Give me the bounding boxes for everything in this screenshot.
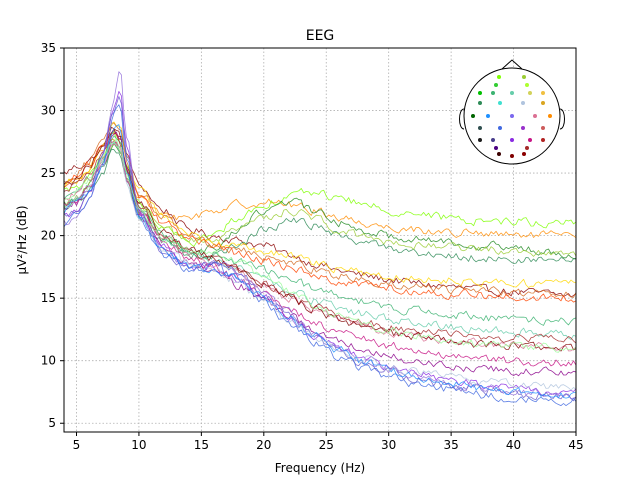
- sensor-dot: [478, 126, 482, 130]
- sensor-dot: [491, 91, 495, 95]
- psd-series-line: [64, 128, 576, 352]
- psd-series-line: [64, 139, 576, 257]
- sensor-dot: [510, 114, 514, 118]
- psd-series-line: [64, 141, 576, 367]
- sensor-dot: [497, 75, 501, 79]
- sensor-dot: [510, 138, 514, 142]
- psd-series-line: [64, 148, 576, 264]
- x-tick-label: 40: [506, 438, 521, 452]
- psd-series-line: [64, 132, 576, 303]
- psd-series-line: [64, 138, 576, 353]
- psd-series-line: [64, 122, 576, 298]
- x-tick-label: 35: [443, 438, 458, 452]
- sensor-dot: [486, 114, 490, 118]
- sensor-dot: [533, 114, 537, 118]
- y-tick-label: 5: [48, 416, 56, 430]
- x-axis-ticks: 5 10 15 20 25 30 35 40 45: [73, 432, 584, 452]
- y-tick-label: 25: [41, 166, 56, 180]
- sensor-location-inset: [459, 59, 565, 165]
- sensor-dot: [528, 138, 532, 142]
- sensor-dot: [497, 152, 501, 156]
- psd-series-line: [64, 104, 576, 407]
- sensor-dot: [521, 126, 525, 130]
- head-nose: [501, 59, 523, 70]
- sensor-dot: [510, 91, 514, 95]
- head-right-ear: [559, 108, 565, 130]
- sensor-dot: [510, 154, 514, 158]
- sensor-dot: [521, 101, 525, 105]
- y-tick-label: 15: [41, 291, 56, 305]
- sensor-dot: [498, 101, 502, 105]
- psd-series-line: [64, 138, 576, 239]
- x-tick-label: 15: [194, 438, 209, 452]
- x-tick-label: 45: [568, 438, 583, 452]
- head-left-ear: [459, 108, 465, 130]
- sensor-dot: [548, 114, 552, 118]
- sensor-dot: [478, 91, 482, 95]
- x-tick-label: 30: [381, 438, 396, 452]
- y-axis-ticks: 5 10 15 20 25 30 35: [41, 41, 64, 430]
- psd-series-line: [64, 121, 576, 288]
- sensor-dot: [491, 138, 495, 142]
- psd-series-line: [64, 143, 576, 260]
- sensor-dot: [541, 126, 545, 130]
- x-axis-label: Frequency (Hz): [275, 461, 366, 475]
- sensor-dot: [494, 146, 498, 150]
- psd-series-line: [64, 140, 576, 391]
- y-tick-label: 30: [41, 104, 56, 118]
- sensor-dot: [478, 138, 482, 142]
- y-tick-label: 35: [41, 41, 56, 55]
- sensor-dot: [541, 91, 545, 95]
- sensor-dot: [525, 146, 529, 150]
- sensor-dot: [522, 75, 526, 79]
- sensor-dot: [528, 91, 532, 95]
- x-tick-label: 10: [131, 438, 146, 452]
- sensor-dot: [522, 152, 526, 156]
- sensor-dot: [471, 114, 475, 118]
- plot-frame: [63, 47, 577, 433]
- psd-series-line: [64, 143, 576, 352]
- sensor-dot: [541, 138, 545, 142]
- psd-series-line: [64, 129, 576, 344]
- y-axis-label: µV²/Hz (dB): [15, 205, 29, 274]
- x-tick-label: 20: [256, 438, 271, 452]
- y-tick-label: 20: [41, 229, 56, 243]
- psd-series-line: [64, 135, 576, 326]
- chart-title: EEG: [306, 28, 335, 44]
- sensor-dot: [478, 101, 482, 105]
- sensor-dot: [525, 83, 529, 87]
- sensor-dot: [541, 101, 545, 105]
- x-tick-label: 25: [319, 438, 334, 452]
- x-tick-label: 5: [73, 438, 81, 452]
- sensor-dot: [494, 83, 498, 87]
- series-lines: [64, 71, 576, 407]
- y-tick-label: 10: [41, 354, 56, 368]
- sensor-dot: [498, 126, 502, 130]
